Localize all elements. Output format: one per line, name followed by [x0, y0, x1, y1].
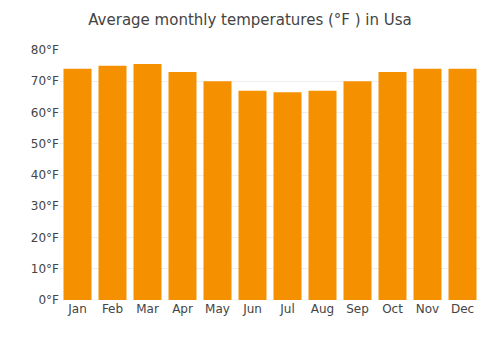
svg-text:50°F: 50°F [31, 137, 59, 151]
svg-text:Jan: Jan [67, 302, 87, 316]
svg-text:40°F: 40°F [31, 168, 59, 182]
svg-text:Nov: Nov [416, 302, 439, 316]
svg-text:Mar: Mar [136, 302, 159, 316]
svg-text:Sep: Sep [346, 302, 369, 316]
svg-text:60°F: 60°F [31, 106, 59, 120]
svg-text:May: May [205, 302, 230, 316]
svg-text:Aug: Aug [311, 302, 334, 316]
svg-text:Apr: Apr [172, 302, 193, 316]
svg-text:Jun: Jun [242, 302, 262, 316]
svg-text:Average monthly temperatures (: Average monthly temperatures (°F ) in Us… [88, 11, 412, 29]
svg-text:Dec: Dec [451, 302, 474, 316]
svg-text:10°F: 10°F [31, 262, 59, 276]
svg-text:30°F: 30°F [31, 199, 59, 213]
svg-text:70°F: 70°F [31, 74, 59, 88]
svg-text:Feb: Feb [102, 302, 123, 316]
svg-text:80°F: 80°F [31, 43, 59, 57]
svg-text:0°F: 0°F [38, 293, 59, 307]
svg-text:Jul: Jul [279, 302, 294, 316]
svg-text:Oct: Oct [382, 302, 403, 316]
svg-text:20°F: 20°F [31, 231, 59, 245]
